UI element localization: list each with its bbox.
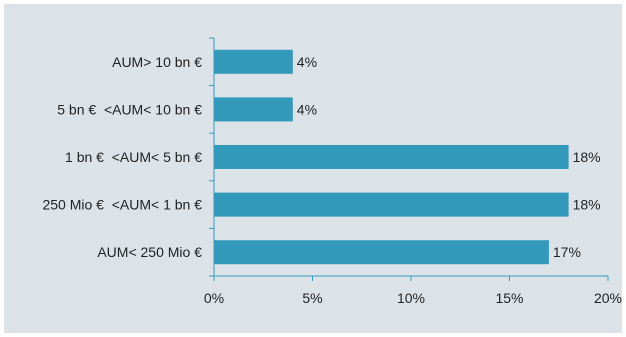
x-tick-label: 5% (302, 290, 322, 306)
bar (214, 49, 293, 74)
x-tick-label: 15% (495, 290, 523, 306)
data-label: 18% (573, 149, 601, 165)
category-label: AUM> 10 bn € (112, 54, 202, 70)
category-label: 5 bn € <AUM< 10 bn € (57, 101, 202, 117)
chart-labels: 0% 5% 10% 15% 20% AUM> 10 bn € 4% 5 bn € <AUM< … (42, 54, 622, 306)
data-label: 4% (297, 101, 317, 117)
bar (214, 145, 569, 169)
bar (214, 97, 293, 122)
x-tick-label: 20% (594, 290, 622, 306)
chart-bars (214, 49, 569, 265)
chart-axes (209, 37, 609, 281)
bar (214, 192, 569, 217)
category-label: AUM< 250 Mio € (97, 244, 202, 260)
data-label: 4% (297, 54, 317, 70)
data-label: 18% (573, 197, 601, 213)
x-tick-label: 10% (397, 290, 425, 306)
category-label: 1 bn € <AUM< 5 bn € (65, 149, 202, 165)
x-tick-label: 0% (204, 290, 224, 306)
bar (214, 240, 549, 265)
data-label: 17% (553, 244, 581, 260)
category-label: 250 Mio € <AUM< 1 bn € (42, 197, 202, 213)
